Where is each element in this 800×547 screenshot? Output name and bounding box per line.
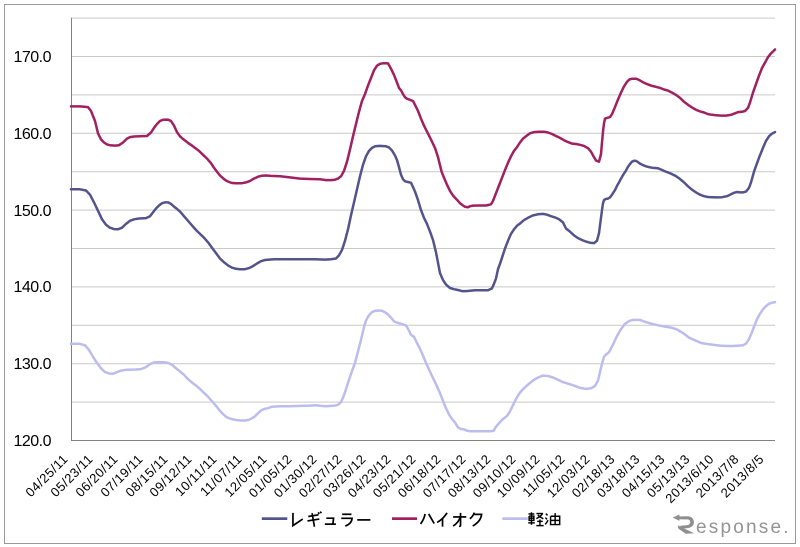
svg-text:esponse.: esponse. <box>696 517 791 538</box>
